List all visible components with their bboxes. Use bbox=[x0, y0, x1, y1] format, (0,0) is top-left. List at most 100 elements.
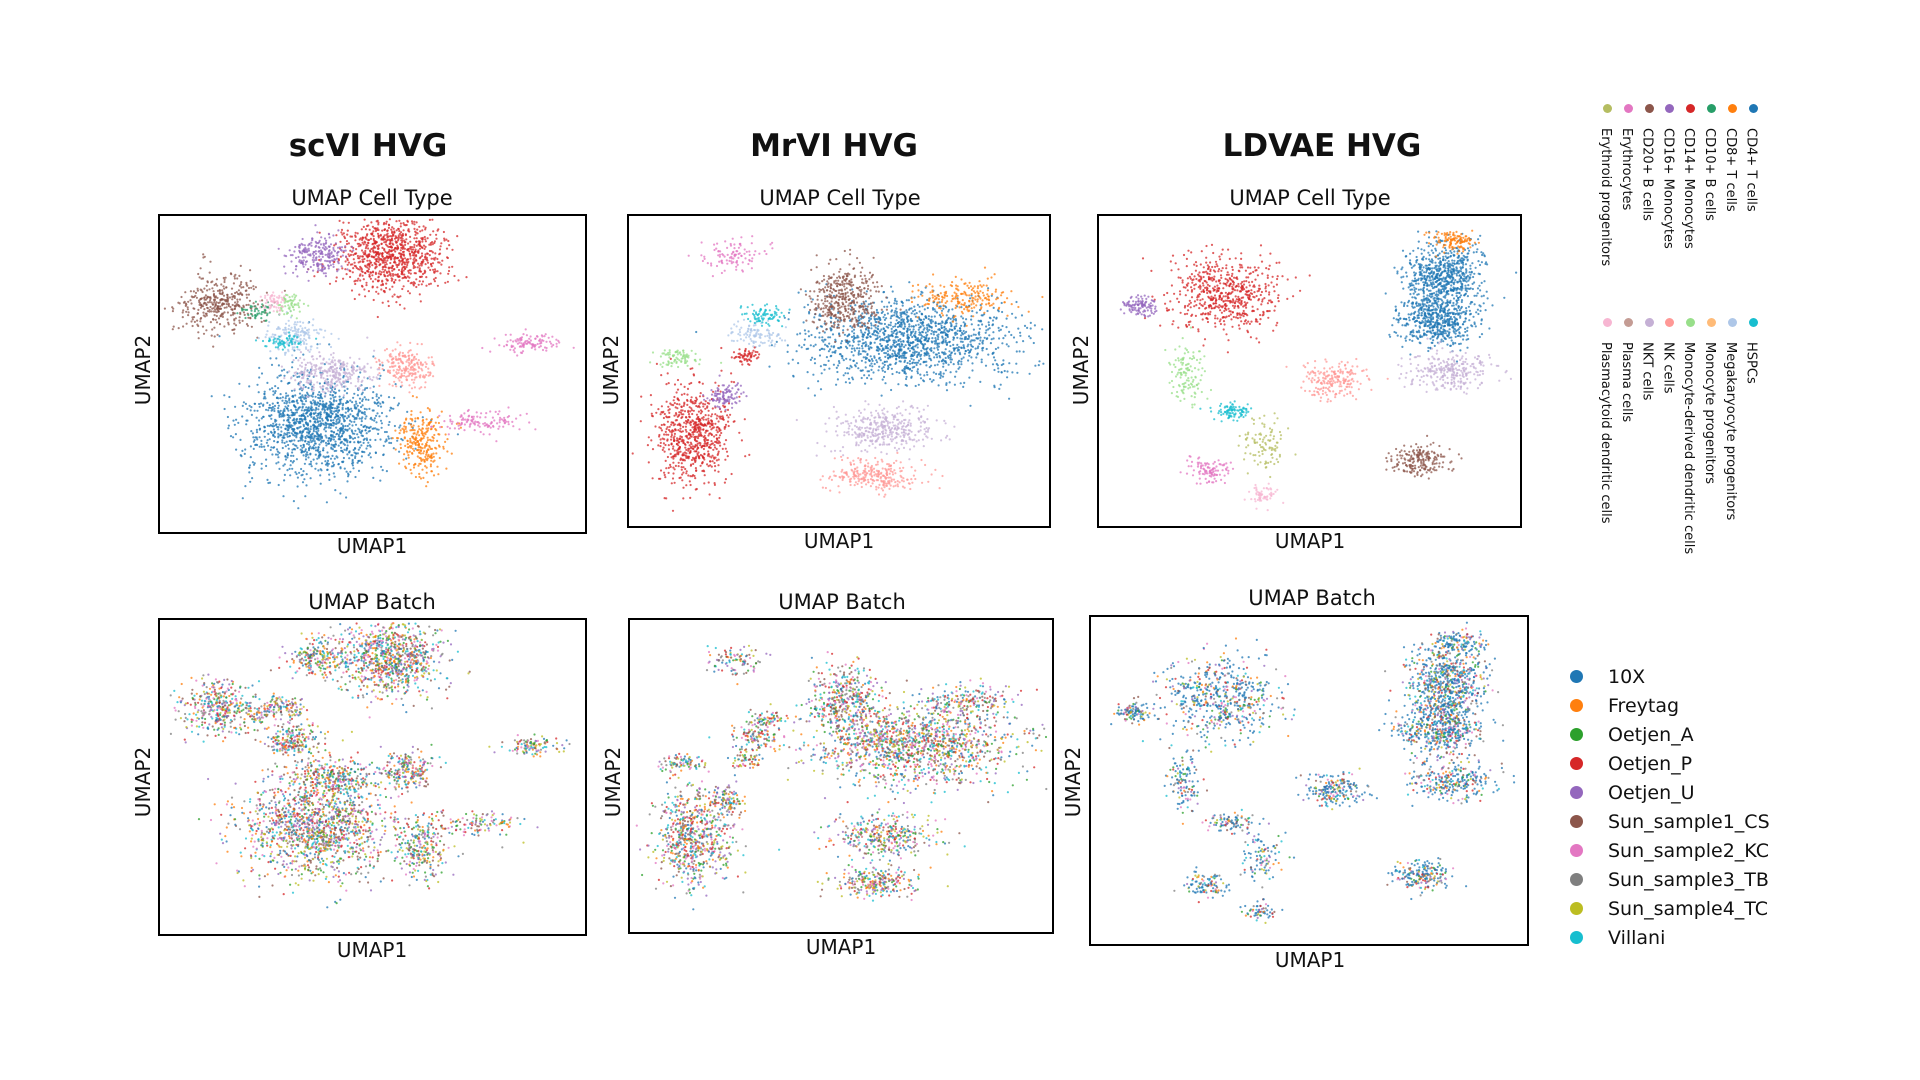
scatter-point bbox=[433, 433, 436, 437]
scatter-point bbox=[209, 260, 212, 263]
scatter-point bbox=[288, 397, 291, 400]
scatter-point bbox=[934, 310, 937, 313]
scatter-point bbox=[340, 422, 343, 425]
scatter-point bbox=[403, 437, 406, 440]
scatter-point bbox=[286, 419, 289, 422]
scatter-point bbox=[899, 340, 903, 343]
scatter-point bbox=[352, 368, 355, 371]
scatter-point bbox=[372, 237, 375, 241]
scatter-point bbox=[330, 385, 333, 388]
scatter-point bbox=[412, 381, 415, 384]
scatter-point bbox=[317, 405, 320, 408]
scatter-point bbox=[463, 412, 466, 415]
scatter-point bbox=[366, 263, 369, 267]
scatter-point bbox=[280, 426, 283, 429]
scatter-point bbox=[239, 438, 242, 441]
scatter-point bbox=[445, 467, 448, 470]
scatter-point bbox=[355, 416, 358, 419]
scatter-point bbox=[269, 448, 272, 452]
scatter-point bbox=[305, 395, 308, 398]
scatter-point bbox=[273, 407, 276, 410]
scatter-point bbox=[314, 449, 318, 452]
scatter-point bbox=[382, 444, 385, 447]
scatter-point bbox=[418, 280, 421, 283]
scatter-point bbox=[268, 404, 271, 407]
scatter-point bbox=[200, 289, 203, 292]
scatter-point bbox=[195, 296, 198, 299]
scatter-point bbox=[252, 440, 255, 443]
scatter-point bbox=[364, 241, 367, 244]
scatter-point bbox=[425, 276, 428, 279]
scatter-point bbox=[901, 369, 904, 372]
scatter-point bbox=[209, 297, 212, 300]
scatter-point bbox=[407, 269, 410, 273]
scatter-point bbox=[349, 356, 352, 359]
scatter-point bbox=[324, 253, 327, 256]
scatter-point bbox=[526, 339, 529, 342]
scatter-point bbox=[359, 410, 362, 413]
scatter-point bbox=[353, 392, 356, 395]
scatter-point bbox=[308, 350, 311, 353]
scatter-point bbox=[311, 324, 314, 327]
scatter-point bbox=[417, 425, 420, 428]
scatter-point bbox=[287, 447, 290, 450]
scatter-point bbox=[290, 454, 293, 457]
scatter-point bbox=[361, 274, 364, 277]
scatter-point bbox=[286, 300, 289, 303]
scatter-point bbox=[870, 377, 873, 380]
scatter-point bbox=[346, 417, 349, 420]
scatter-point bbox=[404, 267, 407, 270]
scatter-point bbox=[426, 436, 429, 439]
scatter-point bbox=[309, 400, 312, 403]
scatter-point bbox=[163, 307, 166, 310]
scatter-point bbox=[411, 451, 414, 455]
scatter-point bbox=[927, 340, 930, 343]
scatter-point bbox=[277, 407, 280, 410]
scatter-point bbox=[247, 286, 251, 290]
scatter-point bbox=[352, 437, 355, 440]
scatter-point bbox=[239, 264, 242, 267]
scatter-point bbox=[926, 306, 929, 310]
scatter-point bbox=[970, 323, 973, 326]
scatter-point bbox=[325, 501, 328, 504]
scatter-point bbox=[318, 231, 321, 234]
scatter-point bbox=[496, 422, 499, 425]
scatter-point bbox=[438, 248, 442, 251]
scatter-point bbox=[309, 463, 312, 466]
scatter-point bbox=[422, 437, 425, 440]
scatter-point bbox=[250, 325, 253, 328]
scatter-point bbox=[245, 323, 249, 326]
scatter-point bbox=[311, 237, 314, 240]
scatter-point bbox=[970, 334, 973, 337]
scatter-point bbox=[919, 293, 922, 296]
scatter-point bbox=[1028, 335, 1031, 338]
scatter-point bbox=[229, 314, 233, 317]
scatter-point bbox=[339, 442, 342, 445]
scatter-point bbox=[289, 416, 292, 419]
scatter-point bbox=[331, 259, 334, 262]
scatter-point bbox=[255, 431, 259, 434]
scatter-point bbox=[324, 387, 327, 390]
scatter-point bbox=[272, 338, 275, 342]
scatter-point bbox=[296, 375, 299, 379]
scatter-point bbox=[1015, 341, 1018, 344]
scatter-point bbox=[888, 301, 891, 304]
scatter-point bbox=[233, 322, 236, 325]
scatter-point bbox=[366, 259, 369, 262]
scatter-point bbox=[356, 232, 359, 235]
scatter-point bbox=[418, 472, 421, 475]
scatter-point bbox=[261, 299, 264, 302]
scatter-point bbox=[256, 303, 260, 306]
scatter-point bbox=[317, 423, 321, 426]
scatter-point bbox=[317, 429, 320, 432]
scatter-point bbox=[312, 260, 315, 264]
scatter-point bbox=[439, 245, 442, 248]
scatter-point bbox=[285, 337, 288, 340]
scatter-point bbox=[354, 455, 357, 458]
scatter-point bbox=[424, 240, 427, 243]
scatter-point bbox=[249, 304, 252, 307]
scatter-point bbox=[1008, 330, 1011, 333]
scatter-point bbox=[951, 308, 954, 311]
scatter-point bbox=[277, 306, 280, 309]
scatter-point bbox=[213, 314, 216, 317]
